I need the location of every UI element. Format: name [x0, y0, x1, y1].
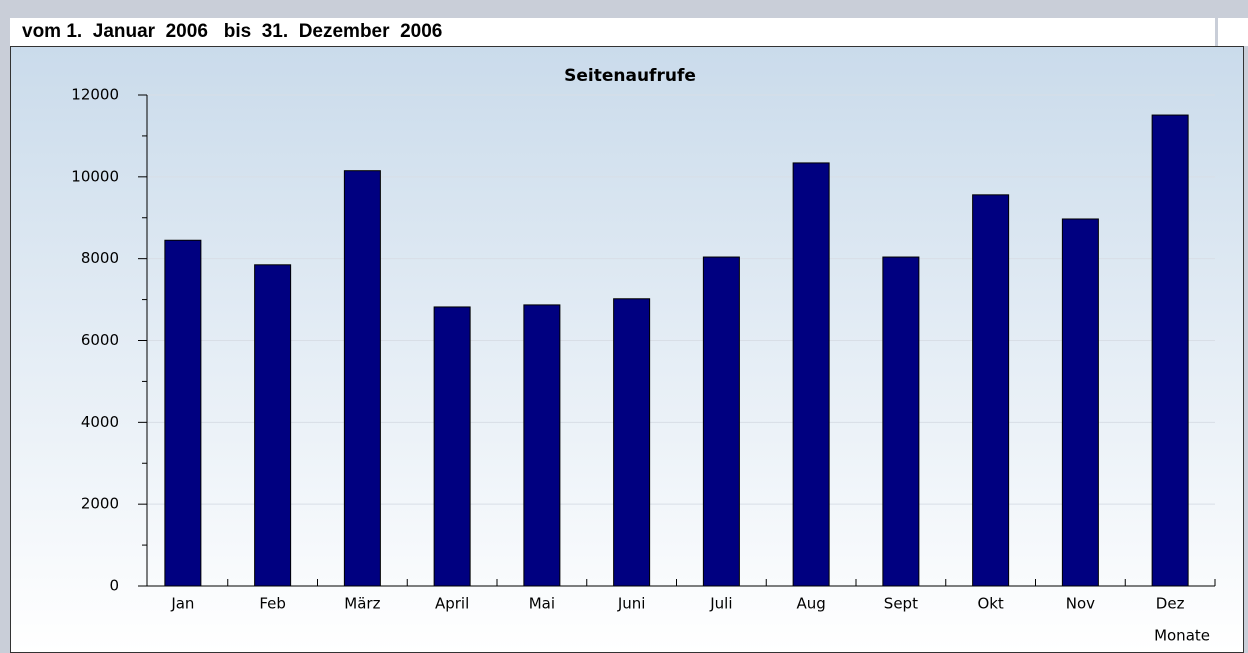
header-cell [1218, 18, 1248, 46]
x-tick-label: Juli [709, 595, 732, 613]
bar [882, 256, 920, 587]
y-tick-label: 4000 [81, 413, 119, 431]
x-tick-label: Feb [259, 595, 286, 613]
bar [1151, 114, 1189, 587]
x-tick-label: Sept [884, 595, 918, 613]
x-tick-label: April [435, 595, 469, 613]
chart-title: Seitenaufrufe [564, 66, 696, 86]
x-tick-label: Jan [170, 595, 194, 613]
x-tick-label: Okt [977, 595, 1003, 613]
x-tick-label: Juni [617, 595, 646, 613]
bar [702, 256, 740, 587]
bar [433, 306, 471, 587]
x-tick-label: Mai [529, 595, 555, 613]
bar [164, 239, 202, 587]
bar [523, 304, 561, 587]
bar [1061, 218, 1099, 587]
period-header: vom 1. Januar 2006 bis 31. Dezember 2006 [10, 18, 1215, 46]
x-tick-label: Dez [1156, 595, 1185, 613]
x-tick-label: Nov [1066, 595, 1095, 613]
bar [343, 170, 381, 587]
y-tick-label: 6000 [81, 331, 119, 349]
bar [972, 194, 1010, 587]
y-tick-label: 12000 [71, 86, 119, 104]
bar [613, 298, 651, 587]
x-tick-label: März [344, 595, 380, 613]
x-tick-label: Aug [796, 595, 825, 613]
x-axis-label: Monate [1154, 627, 1210, 645]
bar [792, 162, 830, 587]
y-tick-label: 8000 [81, 249, 119, 267]
y-tick-label: 0 [109, 577, 119, 595]
y-tick-label: 10000 [71, 167, 119, 185]
bar [254, 264, 292, 587]
y-tick-label: 2000 [81, 495, 119, 513]
